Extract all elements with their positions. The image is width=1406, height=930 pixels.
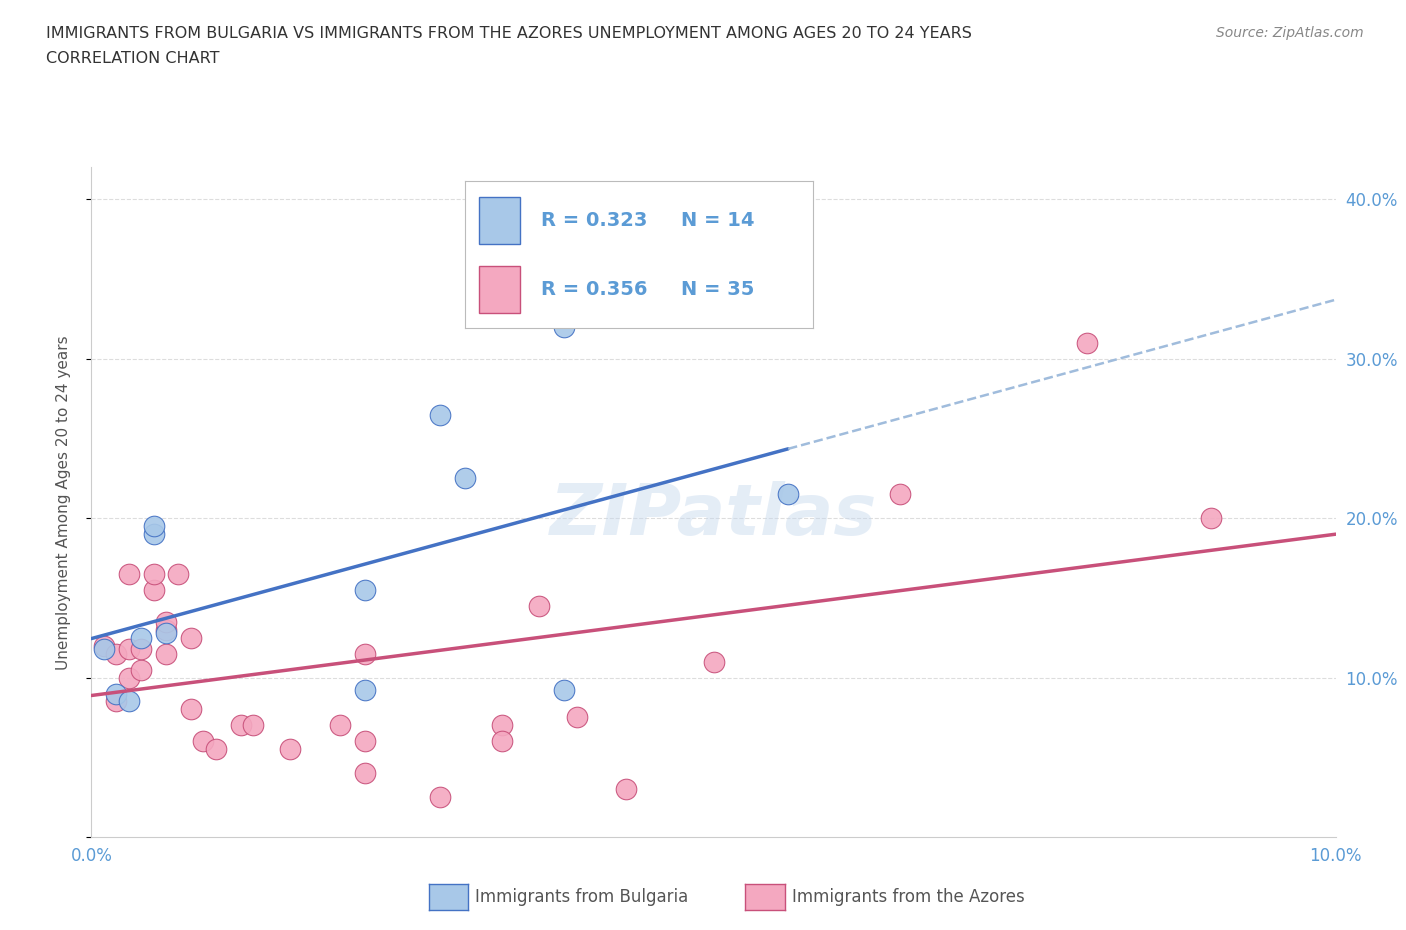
Point (118, 642, 141, 657)
Point (229, 718, 252, 733)
Point (354, 734, 377, 749)
Point (142, 526, 165, 541)
Point (93, 638, 115, 653)
Point (105, 646, 128, 661)
Point (155, 626, 177, 641)
Point (118, 566, 141, 581)
Point (529, 598, 551, 613)
Point (129, 631, 152, 645)
Point (889, 486, 911, 501)
Point (429, 407, 451, 422)
Text: ZIPatlas: ZIPatlas (550, 481, 877, 550)
Point (354, 582, 377, 597)
Point (491, 734, 513, 749)
Point (129, 662, 152, 677)
Point (553, 683, 575, 698)
Point (167, 566, 190, 581)
Point (354, 765, 377, 780)
Point (242, 718, 264, 733)
Point (565, 710, 588, 724)
Point (180, 702, 202, 717)
Point (155, 615, 177, 630)
Point (142, 566, 165, 581)
Point (205, 742, 228, 757)
Point (354, 646, 377, 661)
Point (1076, 336, 1098, 351)
Text: Immigrants from Bulgaria: Immigrants from Bulgaria (475, 887, 689, 906)
Point (105, 694, 128, 709)
Point (118, 694, 141, 709)
Point (180, 631, 202, 645)
Point (491, 718, 513, 733)
Y-axis label: Unemployment Among Ages 20 to 24 years: Unemployment Among Ages 20 to 24 years (56, 335, 70, 670)
Text: Source: ZipAtlas.com: Source: ZipAtlas.com (1216, 26, 1364, 40)
Point (142, 582, 165, 597)
Point (93, 642, 115, 657)
Point (616, 782, 638, 797)
Point (155, 622, 177, 637)
Point (155, 646, 177, 661)
Point (354, 683, 377, 698)
Point (429, 790, 451, 804)
Point (105, 686, 128, 701)
Point (193, 734, 215, 749)
Point (702, 654, 725, 669)
Point (280, 742, 302, 757)
Point (778, 486, 800, 501)
Point (118, 671, 141, 685)
Point (142, 519, 165, 534)
Text: CORRELATION CHART: CORRELATION CHART (46, 51, 219, 66)
Point (1201, 511, 1223, 525)
Text: IMMIGRANTS FROM BULGARIA VS IMMIGRANTS FROM THE AZORES UNEMPLOYMENT AMONG AGES 2: IMMIGRANTS FROM BULGARIA VS IMMIGRANTS F… (46, 26, 973, 41)
Point (129, 642, 152, 657)
Text: Immigrants from the Azores: Immigrants from the Azores (792, 887, 1025, 906)
Point (329, 718, 352, 733)
Point (553, 319, 575, 334)
Point (453, 471, 475, 485)
